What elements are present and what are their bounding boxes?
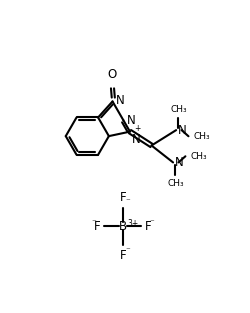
- Text: CH₃: CH₃: [170, 105, 187, 114]
- Text: CH₃: CH₃: [193, 132, 210, 141]
- Text: N: N: [132, 133, 141, 146]
- Text: N: N: [178, 124, 186, 136]
- Text: F: F: [120, 191, 126, 204]
- Text: F: F: [145, 220, 152, 233]
- Text: CH₃: CH₃: [190, 152, 207, 161]
- Text: O: O: [107, 68, 117, 81]
- Text: B: B: [119, 220, 127, 233]
- Text: 3+: 3+: [127, 218, 138, 228]
- Text: F: F: [120, 249, 126, 262]
- Text: F: F: [94, 220, 100, 233]
- Text: ⁻: ⁻: [126, 197, 130, 206]
- Text: N: N: [116, 94, 124, 107]
- Text: ⁻: ⁻: [149, 218, 154, 228]
- Text: ⁻: ⁻: [92, 218, 96, 228]
- Text: ⁻: ⁻: [126, 246, 130, 255]
- Text: N: N: [174, 156, 183, 169]
- Text: N: N: [126, 114, 135, 126]
- Text: CH₃: CH₃: [167, 179, 184, 187]
- Text: +: +: [134, 124, 141, 133]
